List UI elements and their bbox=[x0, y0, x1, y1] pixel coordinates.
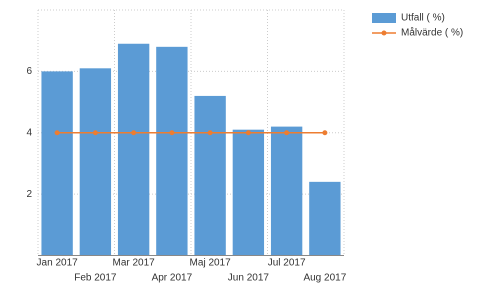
x-tick-label: Mar 2017 bbox=[113, 258, 156, 269]
x-tick-label: Feb 2017 bbox=[74, 273, 117, 284]
x-tick-label: Apr 2017 bbox=[152, 273, 193, 284]
bar bbox=[79, 68, 112, 256]
x-tick-label: Jun 2017 bbox=[228, 273, 270, 284]
bar bbox=[309, 181, 341, 256]
bar bbox=[270, 126, 303, 256]
y-tick-label: 4 bbox=[26, 127, 32, 138]
point bbox=[207, 130, 213, 136]
bar bbox=[41, 71, 73, 256]
bar bbox=[232, 129, 265, 256]
x-tick-label: Jan 2017 bbox=[37, 258, 79, 269]
point bbox=[245, 130, 251, 136]
point bbox=[92, 130, 98, 136]
legend-label: Utfall ( %) bbox=[401, 13, 445, 24]
y-tick-label: 2 bbox=[26, 189, 32, 200]
point bbox=[169, 130, 175, 136]
bar bbox=[194, 95, 226, 256]
legend-swatch bbox=[381, 30, 387, 36]
y-tick-label: 6 bbox=[26, 66, 32, 77]
x-tick-label: Maj 2017 bbox=[190, 258, 232, 269]
point bbox=[54, 130, 60, 136]
point bbox=[131, 130, 137, 136]
point bbox=[322, 130, 328, 136]
bar bbox=[156, 46, 188, 256]
x-tick-label: Aug 2017 bbox=[303, 273, 346, 284]
legend-swatch bbox=[372, 13, 396, 23]
x-tick-label: Jul 2017 bbox=[268, 258, 306, 269]
point bbox=[284, 130, 290, 136]
bar bbox=[117, 43, 150, 256]
legend-label: Målvärde ( %) bbox=[401, 27, 463, 39]
